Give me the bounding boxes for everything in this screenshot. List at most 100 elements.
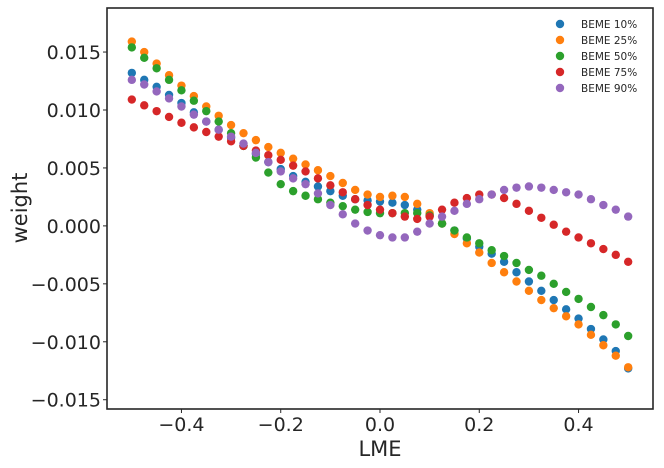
point-beme-75pct-13: [288, 161, 298, 170]
point-beme-10pct-38: [599, 335, 608, 344]
x-tick-label: −0.2: [258, 414, 304, 436]
point-beme-25pct-31: [512, 277, 521, 286]
legend-label-beme-75pct: BEME 75%: [581, 67, 637, 79]
point-beme-75pct-40: [623, 257, 633, 267]
point-beme-25pct-19: [363, 190, 372, 199]
point-beme-90pct-29: [487, 190, 496, 199]
point-beme-50pct-13: [288, 186, 298, 196]
y-tick-label: −0.015: [31, 390, 101, 412]
point-beme-50pct-23: [413, 208, 422, 218]
point-beme-50pct-33: [537, 271, 546, 280]
point-beme-25pct-27: [462, 239, 472, 248]
point-beme-90pct-28: [475, 195, 484, 204]
point-beme-25pct-36: [574, 320, 583, 329]
point-beme-25pct-20: [375, 192, 385, 202]
point-beme-25pct-37: [586, 330, 596, 340]
y-tick-label: 0.010: [47, 100, 101, 122]
point-beme-25pct-32: [524, 286, 534, 295]
point-beme-25pct-15: [313, 166, 323, 175]
point-beme-75pct-16: [326, 181, 335, 190]
point-beme-25pct-1: [140, 47, 149, 57]
point-beme-50pct-37: [586, 302, 596, 312]
point-beme-10pct-16: [326, 186, 335, 196]
point-beme-50pct-18: [350, 205, 360, 214]
series-beme-90pct: [127, 75, 633, 242]
point-beme-75pct-26: [450, 198, 459, 207]
point-beme-50pct-38: [599, 310, 608, 320]
point-beme-90pct-9: [239, 139, 248, 148]
point-beme-90pct-30: [499, 185, 509, 195]
point-beme-75pct-5: [189, 123, 199, 132]
legend: BEME 10% BEME 25% BEME 50% BEME 75% BEME 90%: [555, 19, 637, 95]
legend-label-beme-50pct: BEME 50%: [581, 51, 637, 63]
point-beme-90pct-35: [561, 188, 571, 197]
point-beme-25pct-8: [226, 120, 236, 130]
point-beme-90pct-3: [164, 94, 174, 103]
point-beme-10pct-21: [388, 198, 397, 207]
x-tick-label: 0.4: [563, 414, 593, 436]
point-beme-50pct-1: [140, 53, 149, 63]
point-beme-75pct-2: [152, 106, 161, 116]
point-beme-90pct-0: [127, 75, 137, 85]
point-beme-75pct-6: [202, 127, 211, 137]
point-beme-50pct-11: [264, 168, 273, 177]
legend-label-beme-10pct: BEME 10%: [581, 19, 637, 31]
y-axis-ticks: 0.015 0.010 0.005 0.000 −0.005 −0.010 −0.015: [31, 42, 107, 412]
y-tick-label: 0.000: [47, 216, 101, 238]
point-beme-50pct-25: [437, 219, 447, 228]
point-beme-50pct-26: [450, 226, 459, 235]
x-tick-label: 0.0: [365, 414, 395, 436]
point-beme-25pct-13: [288, 154, 298, 163]
point-beme-90pct-2: [152, 87, 161, 96]
point-beme-25pct-18: [350, 185, 360, 195]
point-beme-90pct-39: [611, 205, 620, 214]
point-beme-90pct-11: [264, 157, 273, 167]
point-beme-75pct-39: [611, 250, 620, 260]
point-beme-50pct-30: [499, 251, 509, 261]
point-beme-90pct-21: [388, 233, 397, 242]
point-beme-25pct-11: [264, 142, 273, 152]
point-beme-75pct-36: [574, 233, 583, 242]
point-beme-90pct-24: [425, 219, 434, 228]
point-beme-10pct-37: [586, 324, 596, 334]
point-beme-50pct-14: [301, 191, 310, 200]
point-beme-25pct-40: [623, 363, 633, 372]
point-beme-90pct-40: [623, 212, 633, 221]
point-beme-10pct-0: [127, 68, 137, 78]
x-tick-label: −0.4: [158, 414, 204, 436]
point-beme-75pct-31: [512, 199, 521, 209]
point-beme-50pct-12: [276, 179, 285, 189]
point-beme-50pct-15: [313, 195, 323, 204]
point-beme-10pct-22: [400, 200, 410, 210]
point-beme-75pct-11: [264, 150, 273, 160]
point-beme-90pct-6: [202, 117, 211, 126]
point-beme-25pct-33: [537, 295, 546, 305]
point-beme-25pct-34: [549, 303, 558, 313]
point-beme-75pct-12: [276, 155, 285, 165]
point-beme-90pct-22: [400, 233, 410, 242]
point-beme-50pct-2: [152, 64, 161, 73]
point-beme-50pct-6: [202, 106, 211, 116]
point-beme-25pct-10: [251, 135, 261, 145]
point-beme-50pct-28: [475, 239, 484, 248]
point-beme-50pct-29: [487, 246, 496, 255]
point-beme-90pct-38: [599, 200, 608, 210]
legend-label-beme-90pct: BEME 90%: [581, 83, 637, 95]
legend-marker-beme-50pct: [555, 51, 565, 61]
point-beme-90pct-37: [586, 195, 596, 204]
point-beme-25pct-9: [239, 128, 248, 138]
legend-marker-beme-90pct: [555, 83, 565, 93]
point-beme-25pct-22: [400, 192, 410, 202]
point-beme-50pct-39: [611, 320, 620, 329]
point-beme-90pct-8: [226, 132, 236, 141]
point-beme-75pct-33: [537, 213, 546, 222]
point-beme-25pct-30: [499, 268, 509, 277]
point-beme-90pct-31: [512, 183, 521, 192]
point-beme-75pct-24: [425, 212, 434, 221]
point-beme-75pct-15: [313, 174, 323, 183]
point-beme-75pct-38: [599, 244, 608, 254]
point-beme-50pct-40: [623, 331, 633, 341]
point-beme-90pct-15: [313, 189, 323, 198]
point-beme-90pct-14: [301, 179, 310, 189]
point-beme-50pct-36: [574, 294, 583, 304]
